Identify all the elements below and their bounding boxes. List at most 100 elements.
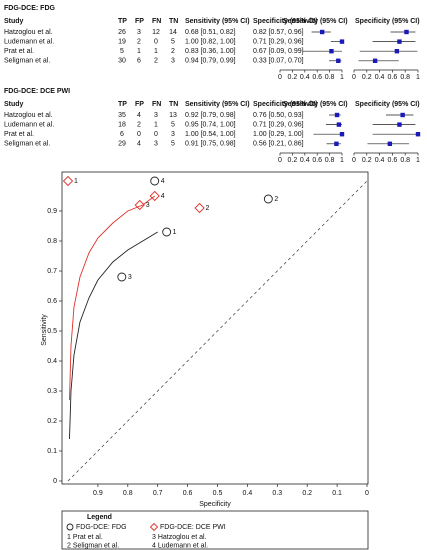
point <box>149 190 160 202</box>
count: 29 <box>118 141 126 148</box>
sroc-curve <box>69 231 158 440</box>
tick-label: 0.8 <box>325 74 335 81</box>
tick-label: 0.6 <box>388 74 398 81</box>
tick-label: 0 <box>278 74 282 81</box>
count: 30 <box>118 58 126 65</box>
y-tick-label: 0.1 <box>47 448 57 455</box>
estimate <box>372 58 378 63</box>
sensitivity-ci: 1.00 [0.54, 1.00] <box>185 131 236 138</box>
x-axis-label: Specificity <box>199 501 231 508</box>
point-label: 2 <box>274 196 278 203</box>
column-header: FN <box>152 18 161 25</box>
legend-key: 4 Ludemann et al. <box>152 542 208 549</box>
x-tick-label: 0.6 <box>183 490 193 497</box>
estimate <box>397 39 402 44</box>
count: 2 <box>137 38 141 45</box>
count: 2 <box>154 58 158 65</box>
point-label: 3 <box>146 202 150 209</box>
point-label: 1 <box>74 178 78 185</box>
study-name: Hatzoglou et al. <box>4 112 53 119</box>
column-header: FP <box>135 18 144 25</box>
estimate <box>339 39 345 44</box>
specificity-ci: 0.82 [0.57, 0.96] <box>253 29 304 36</box>
column-header: Specificity (95% CI) <box>355 18 420 25</box>
y-tick-label: 0.8 <box>47 238 57 245</box>
count: 1 <box>154 48 158 55</box>
estimate <box>336 122 342 127</box>
sensitivity-ci: 0.92 [0.79, 0.98] <box>185 112 236 119</box>
estimate <box>329 49 334 54</box>
count: 6 <box>137 58 141 65</box>
specificity-ci: 0.67 [0.09, 0.99] <box>253 48 304 55</box>
column-header: Specificity (95% CI) <box>253 101 318 108</box>
study-name: Prat et al. <box>4 131 34 138</box>
point <box>162 227 172 237</box>
point-label: 2 <box>206 205 210 212</box>
x-tick-label: 0.2 <box>302 490 312 497</box>
point <box>150 176 160 186</box>
legend-label: FDG-DCE: FDG <box>76 524 127 531</box>
column-header: TN <box>169 101 178 108</box>
legend-box <box>61 510 369 550</box>
tick-label: 1 <box>416 74 420 81</box>
count: 14 <box>169 29 177 36</box>
tick-label: 0.2 <box>288 157 298 164</box>
tick-label: 0.4 <box>300 74 310 81</box>
count: 3 <box>137 29 141 36</box>
count: 3 <box>154 112 158 119</box>
plot-frame <box>61 171 369 485</box>
sensitivity-ci: 1.00 [0.82, 1.00] <box>185 38 236 45</box>
estimate <box>415 132 421 137</box>
study-name: Seligman et al. <box>4 58 50 65</box>
x-tick-label: 0.5 <box>213 490 223 497</box>
specificity-ci: 0.56 [0.21, 0.86] <box>253 141 304 148</box>
estimate <box>397 122 402 127</box>
count: 5 <box>171 121 175 128</box>
count: 19 <box>118 38 126 45</box>
count: 35 <box>118 112 126 119</box>
legend-label: FDG-DCE: DCE PWI <box>160 524 226 531</box>
x-tick-label: 0.3 <box>272 490 282 497</box>
x-tick-label: 0.4 <box>243 490 253 497</box>
specificity-ci: 1.00 [0.29, 1.00] <box>253 131 304 138</box>
y-tick-label: 0.4 <box>47 358 57 365</box>
tick-label: 0 <box>278 157 282 164</box>
count: 1 <box>137 48 141 55</box>
tick-label: 0 <box>352 157 356 164</box>
count: 0 <box>154 38 158 45</box>
study-name: Ludemann et al. <box>4 38 54 45</box>
tick-label: 0.6 <box>312 74 322 81</box>
legend-marker <box>66 523 74 531</box>
count: 2 <box>171 48 175 55</box>
y-tick-label: 0.2 <box>47 418 57 425</box>
y-tick-label: 0.5 <box>47 328 57 335</box>
tick-label: 0.2 <box>288 74 298 81</box>
sensitivity-ci: 0.95 [0.74, 1.00] <box>185 121 236 128</box>
count: 4 <box>137 112 141 119</box>
section-title: FDG-DCE: DCE PWI <box>4 88 70 95</box>
tick-label: 0.6 <box>388 157 398 164</box>
count: 18 <box>118 121 126 128</box>
chance-line <box>67 180 368 482</box>
sensitivity-ci: 0.83 [0.36, 1.00] <box>185 48 236 55</box>
count: 1 <box>154 121 158 128</box>
study-name: Seligman et al. <box>4 141 50 148</box>
estimate <box>334 112 340 118</box>
point <box>194 202 205 214</box>
count: 3 <box>154 141 158 148</box>
estimate <box>387 141 393 146</box>
legend-key: 1 Prat et al. <box>67 534 103 541</box>
tick-label: 0.8 <box>325 157 335 164</box>
count: 13 <box>169 112 177 119</box>
x-tick-label: 0.7 <box>153 490 163 497</box>
point-label: 1 <box>173 229 177 236</box>
count: 0 <box>137 131 141 138</box>
column-header: Sensitivity (95% CI) <box>185 18 250 25</box>
column-header: Sensitivity (95% CI) <box>283 101 348 108</box>
tick-label: 0.4 <box>375 157 385 164</box>
y-tick-label: 0 <box>53 478 57 485</box>
count: 5 <box>171 141 175 148</box>
sensitivity-ci: 0.91 [0.75, 0.98] <box>185 141 236 148</box>
column-header: TN <box>169 18 178 25</box>
y-tick-label: 0.6 <box>47 298 57 305</box>
